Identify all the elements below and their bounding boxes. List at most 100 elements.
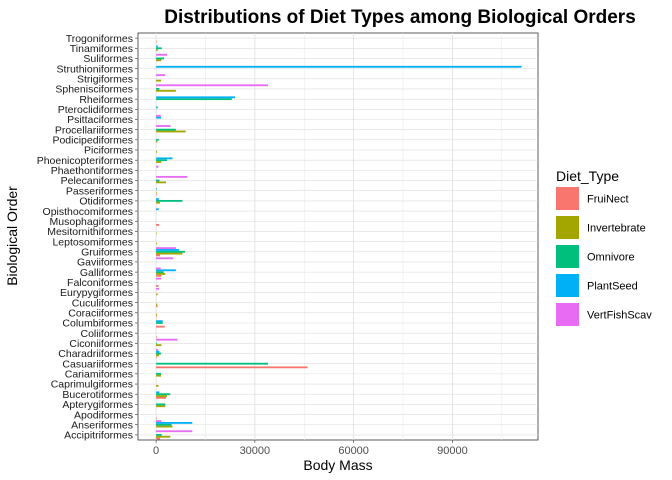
bar-coraciiformes-invertebrate xyxy=(156,313,158,316)
x-tick-labels: 0 30000 60000 90000 xyxy=(153,440,468,457)
y-tick-label: Ciconiiformes xyxy=(69,338,133,350)
y-tick-label: Mesitornithiformes xyxy=(47,226,133,238)
bar-opisthocomiformes-plantseed xyxy=(156,208,159,211)
bar-passeriformes-plantseed xyxy=(156,187,157,190)
bar-galliformes-invertebrate xyxy=(156,273,166,275)
bar-eurypygiformes-invertebrate xyxy=(156,293,158,296)
bar-casuariiformes-omnivore xyxy=(156,362,269,365)
bar-podicipediformes-omnivore xyxy=(156,138,159,141)
y-tick-label: Gruiformes xyxy=(81,246,133,258)
legend-key-plantseed xyxy=(556,274,579,297)
y-tick-label: Piciformes xyxy=(84,145,133,157)
bar-galliformes-omnivore xyxy=(156,271,164,274)
legend-key-vertfishscav xyxy=(556,303,579,326)
bar-procellariiformes-omnivore xyxy=(156,128,176,131)
bar-tinamiformes-omnivore xyxy=(156,47,162,50)
bar-rheiformes-omnivore xyxy=(156,98,232,101)
y-tick-label: Musophagiformes xyxy=(50,216,133,228)
bar-cariamiformes-omnivore xyxy=(156,372,162,375)
bar-strigiformes-invertebrate xyxy=(156,79,162,82)
y-tick-label: Struthioniformes xyxy=(57,63,133,75)
bar-bucerotiformes-invertebrate xyxy=(156,395,167,397)
legend-label-invertebrate: Invertebrate xyxy=(587,223,646,235)
bar-charadriiformes-invertebrate xyxy=(156,354,160,357)
bar-psittaciformes-vertfishscav xyxy=(156,114,161,117)
bar-bucerotiformes-fruinect xyxy=(156,396,166,399)
bar-leptosomiformes-invertebrate xyxy=(156,242,157,245)
y-tick-label: Gaviiformes xyxy=(77,257,133,269)
bar-bucerotiformes-plantseed xyxy=(156,391,160,394)
y-tick-label: Apodiformes xyxy=(74,409,133,421)
bar-phoenicopteriformes-plantseed xyxy=(156,157,173,160)
bar-passeriformes-fruinect xyxy=(156,193,157,196)
y-tick-label: Podicipediformes xyxy=(52,135,133,147)
y-tick-label: Phaethontiformes xyxy=(51,165,133,177)
bar-rheiformes-plantseed xyxy=(156,96,236,99)
bar-charadriiformes-vertfishscav xyxy=(156,348,159,351)
y-tick-label: Procellariiformes xyxy=(55,124,133,136)
y-tick-label: Pelecaniformes xyxy=(61,175,133,187)
y-tick-label: Accipitriformes xyxy=(64,430,133,442)
bar-struthioniformes-plantseed xyxy=(156,65,522,68)
bar-coraciiformes-fruinect xyxy=(156,315,157,318)
bar-gruiformes-invertebrate xyxy=(156,252,183,255)
bar-pelecaniformes-omnivore xyxy=(156,179,160,182)
bar-musophagiformes-fruinect xyxy=(156,223,160,226)
bar-bucerotiformes-omnivore xyxy=(156,393,171,396)
bar-pelecaniformes-invertebrate xyxy=(156,181,166,184)
y-axis-title: Biological Order xyxy=(4,186,20,286)
bar-phoenicopteriformes-invertebrate xyxy=(156,161,162,163)
y-tick-label: Otidiformes xyxy=(79,196,133,208)
bar-falconiformes-vertfishscav xyxy=(156,277,162,280)
bar-accipitriformes-invertebrate xyxy=(156,435,171,438)
bar-passeriformes-invertebrate xyxy=(156,191,157,194)
bars xyxy=(156,40,522,440)
y-tick-label: Bucerotiformes xyxy=(62,389,133,401)
bar-psittaciformes-plantseed xyxy=(156,116,162,119)
bar-trogoniformes-fruinect xyxy=(156,40,157,43)
bar-tinamiformes-invertebrate xyxy=(156,49,158,52)
x-tick-label: 90000 xyxy=(437,445,468,457)
plot-panel xyxy=(137,32,539,441)
bar-columbiformes-omnivore xyxy=(156,322,163,324)
bar-phoenicopteriformes-omnivore xyxy=(156,159,167,162)
bar-pteroclidiformes-plantseed xyxy=(156,106,158,109)
legend-label-plantseed: PlantSeed xyxy=(587,281,638,293)
bar-otidiformes-plantseed xyxy=(156,198,159,200)
bar-procellariiformes-vertfishscav xyxy=(156,125,171,127)
bar-piciformes-invertebrate xyxy=(156,150,158,153)
legend-key-invertebrate xyxy=(556,216,579,239)
bar-columbiformes-fruinect xyxy=(156,325,165,328)
bar-phaethontiformes-vertfishscav xyxy=(156,165,159,168)
bar-eurypygiformes-vertfishscav xyxy=(156,287,160,290)
bar-accipitriformes-fruinect xyxy=(156,437,161,440)
y-tick-label: Rheiformes xyxy=(79,94,133,106)
y-tick-label: Charadriiformes xyxy=(58,348,133,360)
y-tick-label: Trogoniformes xyxy=(66,33,133,45)
bar-cariamiformes-invertebrate xyxy=(156,374,162,377)
legend-key-omnivore xyxy=(556,245,579,268)
bar-gruiformes-omnivore xyxy=(156,250,186,253)
y-tick-label: Coraciiformes xyxy=(68,308,133,320)
bar-ciconiiformes-vertfishscav xyxy=(156,338,178,341)
bar-cuculiformes-invertebrate xyxy=(156,303,158,306)
bar-gruiformes-vertfishscav xyxy=(156,247,176,250)
bar-casuariiformes-fruinect xyxy=(156,366,308,369)
legend-label-vertfishscav: VertFishScav xyxy=(587,310,652,322)
y-tick-label: Caprimulgiformes xyxy=(51,379,133,391)
bar-columbiformes-plantseed xyxy=(156,320,163,323)
bar-sphenisciformes-vertfishscav xyxy=(156,84,269,87)
x-tick-label: 30000 xyxy=(240,445,271,457)
y-tick-label: Galliformes xyxy=(80,267,133,279)
y-tick-label: Sphenisciformes xyxy=(55,84,133,96)
bar-podicipediformes-invertebrate xyxy=(156,140,158,143)
y-tick-label: Anseriformes xyxy=(71,419,133,431)
y-tick-label: Leptosomiformes xyxy=(52,236,133,248)
bar-apodiformes-fruinect xyxy=(156,417,157,420)
y-tick-label: Suliformes xyxy=(83,53,133,65)
x-tick-label: 60000 xyxy=(338,445,369,457)
bar-otidiformes-omnivore xyxy=(156,199,183,202)
bar-anseriformes-vertfishscav xyxy=(156,420,162,422)
bar-falconiformes-fruinect xyxy=(156,285,159,287)
